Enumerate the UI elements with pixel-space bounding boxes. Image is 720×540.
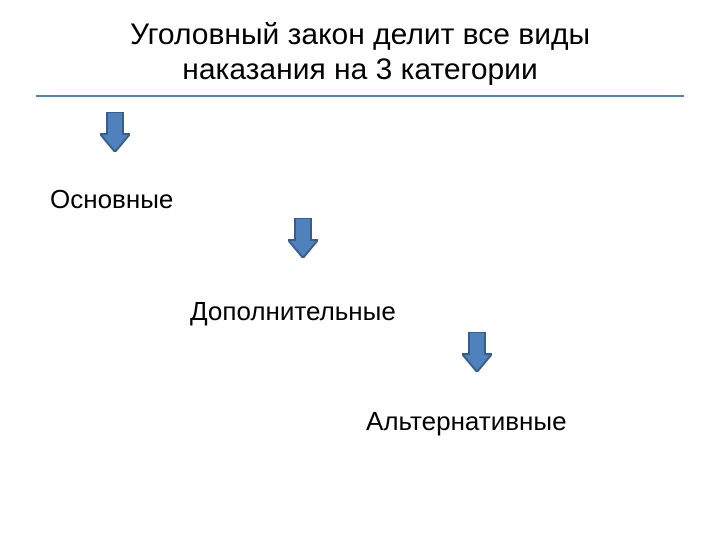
category-label: Альтернативные — [366, 406, 567, 437]
category-label: Дополнительные — [190, 296, 396, 327]
page-title: Уголовный закон делит все виды наказания… — [0, 18, 720, 87]
category-label: Основные — [50, 184, 173, 215]
title-line-1: Уголовный закон делит все виды — [130, 18, 590, 51]
title-divider — [36, 95, 684, 97]
down-arrow-icon — [462, 332, 492, 377]
title-line-2: наказания на 3 категории — [182, 53, 537, 86]
down-arrow-icon — [288, 218, 318, 263]
down-arrow-icon — [100, 112, 130, 157]
